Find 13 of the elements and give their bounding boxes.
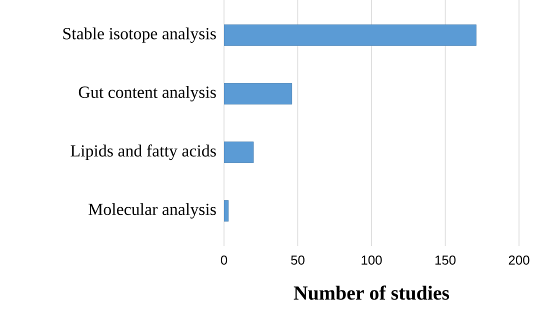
bar [224, 24, 476, 46]
x-axis-title: Number of studies [294, 286, 450, 300]
bar [224, 142, 254, 163]
x-tick-label: 50 [291, 256, 304, 265]
y-tick-label: Gut content analysis [78, 86, 216, 102]
x-tick-label: 150 [435, 256, 456, 265]
x-tick-label: 100 [362, 256, 382, 265]
bar [224, 83, 292, 104]
y-tick-label: Stable isotope analysis [63, 27, 216, 43]
x-tick-label: 0 [220, 256, 228, 265]
y-tick-label: Molecular analysis [88, 203, 216, 219]
y-tick-label: Lipids and fatty acids [70, 144, 216, 160]
x-tick-label: 200 [508, 256, 530, 265]
